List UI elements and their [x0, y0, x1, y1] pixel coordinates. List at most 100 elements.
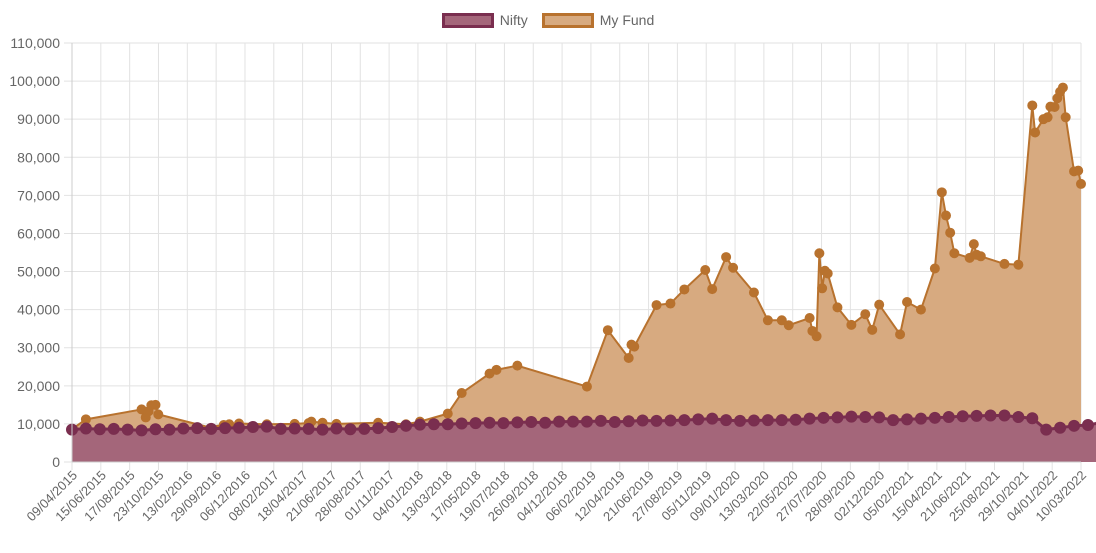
- point-nifty: [344, 423, 357, 436]
- point-my-fund: [150, 399, 161, 410]
- point-nifty: [734, 414, 747, 427]
- point-nifty: [135, 424, 148, 437]
- point-nifty: [469, 417, 482, 430]
- point-my-fund: [817, 283, 828, 294]
- point-my-fund: [811, 331, 822, 342]
- point-my-fund: [442, 408, 453, 419]
- point-my-fund: [975, 251, 986, 262]
- point-my-fund: [832, 302, 843, 313]
- point-nifty: [928, 411, 941, 424]
- point-nifty: [497, 417, 510, 430]
- legend-label-nifty: Nifty: [499, 12, 528, 28]
- point-nifty: [372, 422, 385, 435]
- point-nifty: [330, 422, 343, 435]
- point-my-fund: [1042, 112, 1053, 123]
- area-nifty: [72, 415, 1096, 462]
- point-nifty: [511, 416, 524, 429]
- point-nifty: [775, 414, 788, 427]
- point-my-fund: [867, 324, 878, 335]
- point-my-fund: [491, 364, 502, 375]
- point-nifty: [998, 409, 1011, 422]
- y-tick-label: 110,000: [10, 35, 60, 51]
- point-my-fund: [846, 319, 857, 330]
- y-tick-label: 90,000: [17, 111, 60, 127]
- point-nifty: [1068, 419, 1081, 432]
- point-nifty: [455, 417, 468, 430]
- point-my-fund: [512, 360, 523, 371]
- point-nifty: [887, 414, 900, 427]
- point-my-fund: [968, 239, 979, 250]
- point-nifty: [121, 423, 134, 436]
- legend-item-my-fund[interactable]: My Fund: [541, 12, 654, 28]
- point-nifty: [580, 415, 593, 428]
- point-nifty: [873, 411, 886, 424]
- point-nifty: [316, 423, 329, 436]
- point-my-fund: [762, 315, 773, 326]
- point-my-fund: [679, 284, 690, 295]
- point-nifty: [441, 418, 454, 431]
- point-my-fund: [804, 313, 815, 324]
- point-my-fund: [949, 248, 960, 259]
- point-nifty: [608, 416, 621, 429]
- y-tick-label: 100,000: [9, 73, 60, 89]
- point-nifty: [1012, 411, 1025, 424]
- point-my-fund: [1030, 127, 1041, 138]
- point-nifty: [901, 413, 914, 426]
- point-nifty: [288, 422, 301, 435]
- legend-item-nifty[interactable]: Nifty: [441, 12, 528, 28]
- point-nifty: [984, 409, 997, 422]
- area-my-fund: [72, 87, 1081, 463]
- point-my-fund: [707, 284, 718, 295]
- point-nifty: [664, 414, 677, 427]
- y-tick-label: 70,000: [17, 187, 60, 203]
- point-nifty: [914, 412, 927, 425]
- point-my-fund: [999, 258, 1010, 269]
- point-my-fund: [915, 304, 926, 315]
- point-nifty: [1026, 412, 1039, 425]
- point-my-fund: [945, 227, 956, 238]
- point-my-fund: [602, 325, 613, 336]
- y-tick-label: 0: [52, 454, 60, 470]
- point-my-fund: [874, 299, 885, 310]
- point-my-fund: [814, 248, 825, 259]
- point-nifty: [622, 415, 635, 428]
- point-nifty: [302, 422, 315, 435]
- point-nifty: [483, 416, 496, 429]
- y-tick-label: 20,000: [17, 378, 60, 394]
- y-tick-label: 50,000: [17, 264, 60, 280]
- point-my-fund: [700, 265, 711, 276]
- y-tick-label: 40,000: [17, 302, 60, 318]
- point-nifty: [706, 412, 719, 425]
- point-my-fund: [651, 300, 662, 311]
- point-nifty: [149, 423, 162, 436]
- legend-swatch-nifty: [441, 12, 494, 28]
- point-my-fund: [929, 263, 940, 274]
- point-my-fund: [623, 353, 634, 364]
- y-tick-label: 10,000: [17, 416, 60, 432]
- point-nifty: [553, 415, 566, 428]
- point-my-fund: [1013, 259, 1024, 270]
- point-my-fund: [1027, 100, 1038, 111]
- y-tick-label: 80,000: [17, 149, 60, 165]
- point-nifty: [1081, 419, 1094, 432]
- point-nifty: [1040, 423, 1053, 436]
- point-nifty: [400, 419, 413, 432]
- point-nifty: [1054, 421, 1067, 434]
- point-nifty: [539, 416, 552, 429]
- point-nifty: [246, 420, 259, 433]
- line-nifty: [71, 414, 1096, 432]
- point-nifty: [233, 421, 246, 434]
- point-my-fund: [456, 388, 467, 399]
- point-nifty: [567, 415, 580, 428]
- point-my-fund: [936, 187, 947, 198]
- point-nifty: [205, 422, 218, 435]
- point-nifty: [678, 414, 691, 427]
- point-my-fund: [728, 262, 739, 273]
- point-nifty: [107, 422, 120, 435]
- point-nifty: [636, 414, 649, 427]
- point-my-fund: [629, 341, 640, 352]
- y-tick-label: 30,000: [17, 340, 60, 356]
- point-nifty: [163, 423, 176, 436]
- point-nifty: [260, 420, 273, 433]
- point-nifty: [358, 422, 371, 435]
